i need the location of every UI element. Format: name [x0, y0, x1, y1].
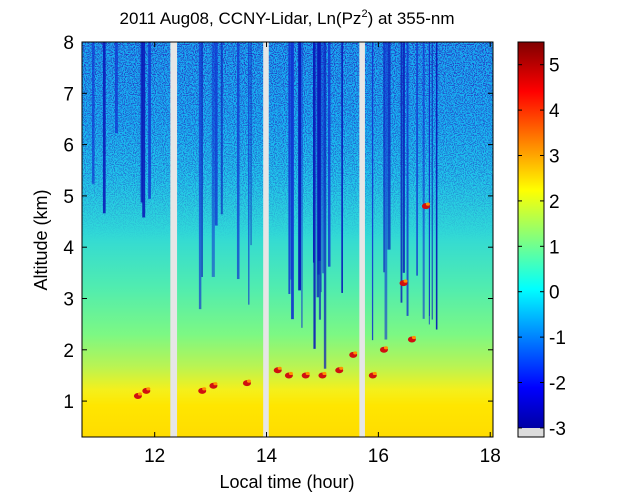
colorbar-tick-label: 4 [549, 101, 560, 122]
noise-streak [214, 42, 218, 226]
cloud-base-highlight [202, 387, 207, 391]
noise-streak [431, 42, 433, 320]
colorbar-tick-label: -1 [549, 328, 566, 349]
noise-streak [416, 42, 418, 276]
plot-frame [81, 41, 494, 438]
noise-streak [248, 42, 250, 305]
noise-streak [317, 42, 321, 261]
noise-streak [250, 42, 252, 246]
y-tick-label: 7 [63, 84, 74, 105]
x-axis-label: Local time (hour) [219, 472, 354, 492]
y-tick-label: 2 [63, 341, 74, 362]
chart-title-suffix: ) at 355-nm [368, 9, 455, 28]
colorbar: -3 -2 -1 0 1 2 3 4 5 [517, 41, 566, 440]
noise-streak [114, 42, 118, 134]
noise-streak [371, 42, 374, 341]
x-tick-label: 18 [480, 446, 501, 467]
noise-streak [288, 42, 291, 294]
chart-title: 2011 Aug08, CCNY-Lidar, Ln(Pz2) at 355-n… [120, 8, 455, 28]
chart-title-superscript: 2 [361, 8, 367, 20]
noise-streak [313, 42, 316, 349]
noise-streak [320, 42, 322, 293]
y-tick-label: 4 [63, 238, 74, 259]
data-gap-group [170, 42, 365, 437]
y-axis: 1 2 3 4 5 6 7 8 [63, 33, 493, 413]
noise-streak [290, 42, 293, 280]
cloud-base-highlight [353, 351, 358, 355]
colorbar-tick-label: -2 [549, 374, 566, 395]
noise-streak [140, 42, 144, 203]
noise-streak [316, 42, 320, 298]
noise-streak [91, 42, 95, 184]
colorbar-tick-label: -3 [549, 419, 566, 440]
colorbar-tick-label: 0 [549, 283, 560, 304]
noise-streak [402, 42, 405, 273]
noise-streak [435, 42, 438, 330]
y-tick-label: 6 [63, 136, 74, 157]
heatmap-area [82, 42, 493, 437]
cloud-base-highlight [146, 387, 151, 391]
x-tick-label: 14 [256, 446, 278, 467]
noise-streak [211, 42, 215, 277]
colorbar-missing-swatch [518, 428, 544, 437]
cloud-base-highlight [246, 379, 251, 383]
noise-streak [198, 42, 202, 310]
noise-streak [220, 42, 223, 215]
cloud-base-highlight [213, 382, 218, 386]
x-tick-label: 16 [368, 446, 389, 467]
noise-streak [428, 42, 430, 325]
cloud-base-highlight [425, 202, 430, 206]
y-tick-label: 8 [63, 33, 74, 54]
noise-streak [327, 42, 331, 267]
noise-streak [422, 42, 425, 319]
colorbar-tick-label: 2 [549, 192, 560, 213]
data-gap [359, 42, 365, 437]
streak-group [91, 42, 438, 369]
colorbar-tick-label: 1 [549, 237, 560, 258]
noise-streak [400, 42, 403, 303]
colorbar-tick-label: 3 [549, 147, 560, 168]
noise-streak [406, 42, 409, 316]
cloud-base-group [133, 202, 430, 399]
noise-streak [341, 42, 343, 293]
noise-streak [322, 42, 324, 274]
cloud-base-highlight [277, 366, 282, 370]
colorbar-frame [517, 41, 545, 438]
noise-streak [236, 42, 240, 280]
noise-streak [298, 42, 301, 291]
colorbar-fill [518, 42, 544, 437]
noise-streak [387, 42, 391, 250]
noise-streak [383, 42, 385, 273]
y-tick-label: 5 [63, 187, 74, 208]
cloud-base-highlight [411, 335, 416, 340]
colorbar-tick-label: 5 [549, 56, 560, 77]
data-gap [170, 42, 178, 437]
noise-streak [102, 42, 106, 214]
y-tick-label: 3 [63, 289, 74, 310]
cloud-base-highlight [137, 392, 142, 396]
noise-streak [384, 42, 388, 340]
cloud-base-highlight [288, 371, 293, 376]
cloud-base-highlight [339, 366, 344, 370]
noise-streak [291, 42, 294, 320]
y-axis-label: Altitude (km) [31, 189, 51, 290]
cloud-base-highlight [403, 279, 408, 283]
noise-streak [142, 42, 146, 218]
colorbar-ticks: -3 -2 -1 0 1 2 3 4 5 [518, 56, 566, 440]
cloud-base-highlight [305, 371, 310, 376]
noise-streak [301, 42, 303, 328]
x-tick-label: 12 [144, 446, 165, 467]
x-axis: 12 14 16 18 [144, 42, 501, 467]
y-tick-label: 1 [63, 392, 74, 413]
noise-streak [201, 42, 203, 277]
noise-streak [148, 42, 151, 199]
cloud-base-highlight [383, 346, 388, 350]
cloud-base-highlight [322, 371, 327, 376]
cloud-base-highlight [372, 371, 377, 376]
data-gap [263, 42, 269, 437]
noise-streak [323, 42, 327, 369]
